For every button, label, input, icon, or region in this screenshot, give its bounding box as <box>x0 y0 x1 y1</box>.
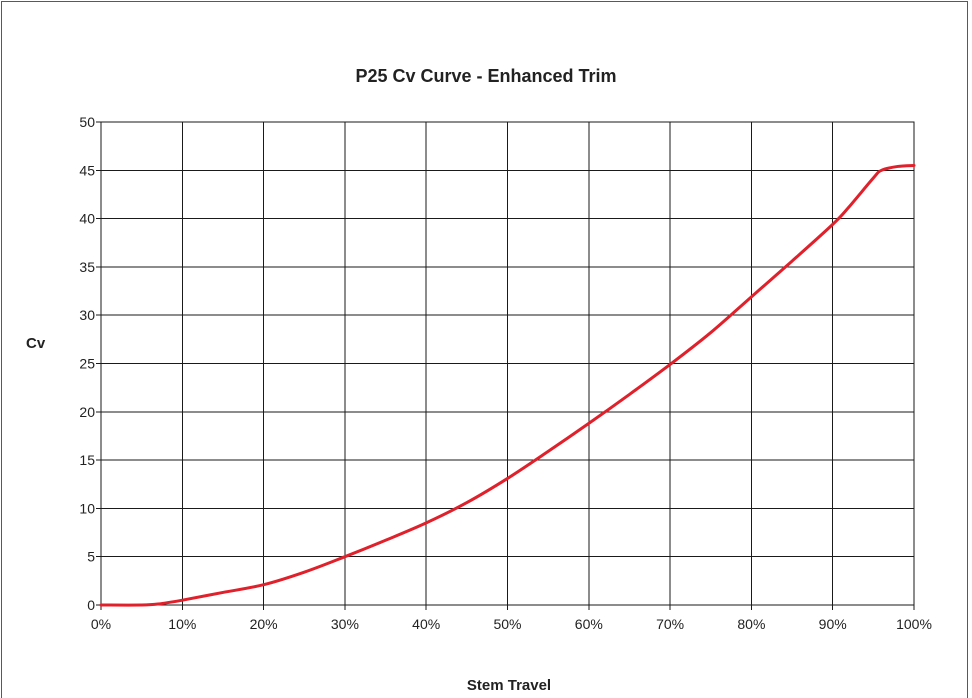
x-tick-label: 60% <box>575 616 603 632</box>
chart-title: P25 Cv Curve - Enhanced Trim <box>355 66 616 86</box>
x-tick-label: 10% <box>168 616 196 632</box>
grid-lines <box>96 121 915 610</box>
x-axis-ticks: 0% 10% 20% 30% 40% 50% 60% 70% 80% 90% 100% <box>91 616 932 632</box>
x-tick-label: 80% <box>737 616 765 632</box>
y-tick-label: 50 <box>79 114 95 130</box>
y-tick-label: 30 <box>79 307 95 323</box>
y-tick-label: 40 <box>79 211 95 227</box>
y-tick-label: 35 <box>79 259 95 275</box>
y-tick-label: 20 <box>79 404 95 420</box>
y-tick-label: 5 <box>87 549 95 565</box>
x-tick-label: 100% <box>896 616 932 632</box>
x-tick-label: 30% <box>331 616 359 632</box>
y-tick-label: 45 <box>79 162 95 178</box>
x-tick-label: 50% <box>493 616 521 632</box>
x-axis-label: Stem Travel <box>467 677 551 694</box>
x-tick-label: 90% <box>819 616 847 632</box>
y-tick-label: 10 <box>79 500 95 516</box>
y-tick-label: 15 <box>79 452 95 468</box>
x-tick-label: 70% <box>656 616 684 632</box>
x-tick-label: 0% <box>91 616 111 632</box>
x-tick-label: 40% <box>412 616 440 632</box>
cv-series-line <box>99 163 916 607</box>
x-tick-label: 20% <box>250 616 278 632</box>
y-tick-label: 25 <box>79 356 95 372</box>
y-axis-ticks: 0 5 10 15 20 25 30 35 40 45 50 <box>79 114 95 613</box>
plot-area <box>100 121 915 606</box>
y-axis-label: Cv <box>26 335 46 352</box>
y-tick-label: 0 <box>87 597 95 613</box>
